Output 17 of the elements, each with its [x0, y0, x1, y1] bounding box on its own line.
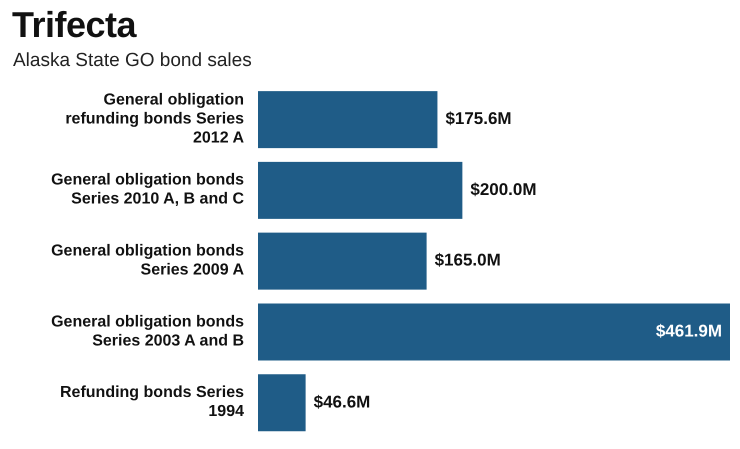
y-tick-label: General obligation refunding bonds Series 2012 A [65, 92, 244, 147]
data-label: $175.6M [445, 109, 512, 128]
y-tick-label: General obligation bonds Series 2003 A and B [51, 314, 244, 350]
data-label: $46.6M [314, 392, 370, 412]
bar [258, 232, 427, 290]
bar [258, 374, 306, 432]
bar [258, 91, 438, 148]
bar [258, 162, 462, 219]
y-tick-label: General obligation bonds Series 2009 A [51, 242, 244, 279]
chart-title: Trifecta [12, 4, 136, 46]
data-label: $461.9M [656, 321, 722, 340]
data-label: $165.0M [434, 250, 501, 270]
y-tick-label: Refunding bonds Series 1994 [60, 384, 244, 420]
chart-subtitle: Alaska State GO bond sales [13, 50, 252, 72]
y-tick-label: General obligation bonds Series 2010 A, B and C [51, 172, 244, 208]
bar [258, 303, 730, 360]
data-label: $200.0M [470, 180, 537, 199]
